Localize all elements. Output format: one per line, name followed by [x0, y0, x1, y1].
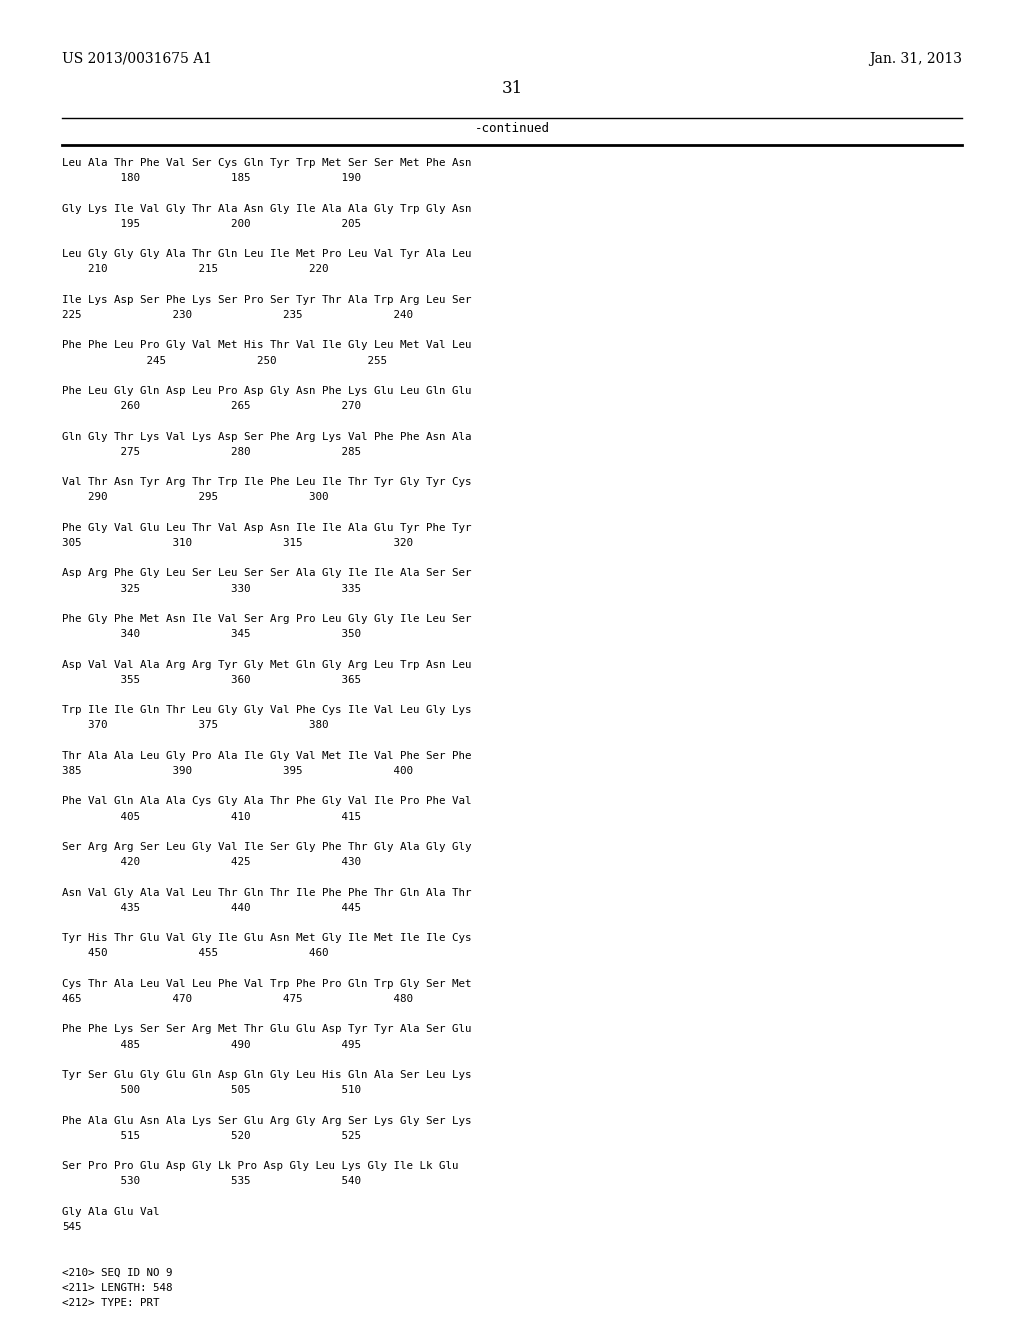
Text: -continued: -continued: [474, 121, 550, 135]
Text: Tyr His Thr Glu Val Gly Ile Glu Asn Met Gly Ile Met Ile Ile Cys: Tyr His Thr Glu Val Gly Ile Glu Asn Met …: [62, 933, 471, 944]
Text: 31: 31: [502, 81, 522, 96]
Text: 405              410              415: 405 410 415: [62, 812, 361, 821]
Text: Trp Ile Ile Gln Thr Leu Gly Gly Val Phe Cys Ile Val Leu Gly Lys: Trp Ile Ile Gln Thr Leu Gly Gly Val Phe …: [62, 705, 471, 715]
Text: <211> LENGTH: 548: <211> LENGTH: 548: [62, 1283, 172, 1292]
Text: Phe Phe Leu Pro Gly Val Met His Thr Val Ile Gly Leu Met Val Leu: Phe Phe Leu Pro Gly Val Met His Thr Val …: [62, 341, 471, 350]
Text: Gly Ala Glu Val: Gly Ala Glu Val: [62, 1206, 160, 1217]
Text: Phe Ala Glu Asn Ala Lys Ser Glu Arg Gly Arg Ser Lys Gly Ser Lys: Phe Ala Glu Asn Ala Lys Ser Glu Arg Gly …: [62, 1115, 471, 1126]
Text: 195              200              205: 195 200 205: [62, 219, 361, 228]
Text: Phe Leu Gly Gln Asp Leu Pro Asp Gly Asn Phe Lys Glu Leu Gln Glu: Phe Leu Gly Gln Asp Leu Pro Asp Gly Asn …: [62, 385, 471, 396]
Text: Phe Val Gln Ala Ala Cys Gly Ala Thr Phe Gly Val Ile Pro Phe Val: Phe Val Gln Ala Ala Cys Gly Ala Thr Phe …: [62, 796, 471, 807]
Text: 275              280              285: 275 280 285: [62, 446, 361, 457]
Text: Cys Thr Ala Leu Val Leu Phe Val Trp Phe Pro Gln Trp Gly Ser Met: Cys Thr Ala Leu Val Leu Phe Val Trp Phe …: [62, 979, 471, 989]
Text: 450              455              460: 450 455 460: [62, 948, 329, 958]
Text: Jan. 31, 2013: Jan. 31, 2013: [869, 51, 962, 66]
Text: 290              295              300: 290 295 300: [62, 492, 329, 503]
Text: 340              345              350: 340 345 350: [62, 630, 361, 639]
Text: 530              535              540: 530 535 540: [62, 1176, 361, 1187]
Text: 385              390              395              400: 385 390 395 400: [62, 766, 413, 776]
Text: 420              425              430: 420 425 430: [62, 857, 361, 867]
Text: 245              250              255: 245 250 255: [62, 355, 387, 366]
Text: Val Thr Asn Tyr Arg Thr Trp Ile Phe Leu Ile Thr Tyr Gly Tyr Cys: Val Thr Asn Tyr Arg Thr Trp Ile Phe Leu …: [62, 478, 471, 487]
Text: 435              440              445: 435 440 445: [62, 903, 361, 913]
Text: Ile Lys Asp Ser Phe Lys Ser Pro Ser Tyr Thr Ala Trp Arg Leu Ser: Ile Lys Asp Ser Phe Lys Ser Pro Ser Tyr …: [62, 294, 471, 305]
Text: 225              230              235              240: 225 230 235 240: [62, 310, 413, 319]
Text: Leu Gly Gly Gly Ala Thr Gln Leu Ile Met Pro Leu Val Tyr Ala Leu: Leu Gly Gly Gly Ala Thr Gln Leu Ile Met …: [62, 249, 471, 259]
Text: 210              215              220: 210 215 220: [62, 264, 329, 275]
Text: <212> TYPE: PRT: <212> TYPE: PRT: [62, 1298, 160, 1308]
Text: 485              490              495: 485 490 495: [62, 1040, 361, 1049]
Text: 545: 545: [62, 1222, 82, 1232]
Text: Gly Lys Ile Val Gly Thr Ala Asn Gly Ile Ala Ala Gly Trp Gly Asn: Gly Lys Ile Val Gly Thr Ala Asn Gly Ile …: [62, 203, 471, 214]
Text: Asn Val Gly Ala Val Leu Thr Gln Thr Ile Phe Phe Thr Gln Ala Thr: Asn Val Gly Ala Val Leu Thr Gln Thr Ile …: [62, 887, 471, 898]
Text: Leu Ala Thr Phe Val Ser Cys Gln Tyr Trp Met Ser Ser Met Phe Asn: Leu Ala Thr Phe Val Ser Cys Gln Tyr Trp …: [62, 158, 471, 168]
Text: 500              505              510: 500 505 510: [62, 1085, 361, 1096]
Text: US 2013/0031675 A1: US 2013/0031675 A1: [62, 51, 212, 66]
Text: 180              185              190: 180 185 190: [62, 173, 361, 183]
Text: 325              330              335: 325 330 335: [62, 583, 361, 594]
Text: 355              360              365: 355 360 365: [62, 675, 361, 685]
Text: Asp Val Val Ala Arg Arg Tyr Gly Met Gln Gly Arg Leu Trp Asn Leu: Asp Val Val Ala Arg Arg Tyr Gly Met Gln …: [62, 660, 471, 669]
Text: Phe Gly Phe Met Asn Ile Val Ser Arg Pro Leu Gly Gly Ile Leu Ser: Phe Gly Phe Met Asn Ile Val Ser Arg Pro …: [62, 614, 471, 624]
Text: Tyr Ser Glu Gly Glu Gln Asp Gln Gly Leu His Gln Ala Ser Leu Lys: Tyr Ser Glu Gly Glu Gln Asp Gln Gly Leu …: [62, 1071, 471, 1080]
Text: Gln Gly Thr Lys Val Lys Asp Ser Phe Arg Lys Val Phe Phe Asn Ala: Gln Gly Thr Lys Val Lys Asp Ser Phe Arg …: [62, 432, 471, 442]
Text: Thr Ala Ala Leu Gly Pro Ala Ile Gly Val Met Ile Val Phe Ser Phe: Thr Ala Ala Leu Gly Pro Ala Ile Gly Val …: [62, 751, 471, 760]
Text: Ser Pro Pro Glu Asp Gly Lk Pro Asp Gly Leu Lys Gly Ile Lk Glu: Ser Pro Pro Glu Asp Gly Lk Pro Asp Gly L…: [62, 1162, 459, 1171]
Text: 465              470              475              480: 465 470 475 480: [62, 994, 413, 1005]
Text: Ser Arg Arg Ser Leu Gly Val Ile Ser Gly Phe Thr Gly Ala Gly Gly: Ser Arg Arg Ser Leu Gly Val Ile Ser Gly …: [62, 842, 471, 851]
Text: 260              265              270: 260 265 270: [62, 401, 361, 412]
Text: 305              310              315              320: 305 310 315 320: [62, 539, 413, 548]
Text: Phe Gly Val Glu Leu Thr Val Asp Asn Ile Ile Ala Glu Tyr Phe Tyr: Phe Gly Val Glu Leu Thr Val Asp Asn Ile …: [62, 523, 471, 533]
Text: Asp Arg Phe Gly Leu Ser Leu Ser Ser Ala Gly Ile Ile Ala Ser Ser: Asp Arg Phe Gly Leu Ser Leu Ser Ser Ala …: [62, 569, 471, 578]
Text: 515              520              525: 515 520 525: [62, 1131, 361, 1140]
Text: 370              375              380: 370 375 380: [62, 721, 329, 730]
Text: <210> SEQ ID NO 9: <210> SEQ ID NO 9: [62, 1267, 172, 1278]
Text: Phe Phe Lys Ser Ser Arg Met Thr Glu Glu Asp Tyr Tyr Ala Ser Glu: Phe Phe Lys Ser Ser Arg Met Thr Glu Glu …: [62, 1024, 471, 1035]
